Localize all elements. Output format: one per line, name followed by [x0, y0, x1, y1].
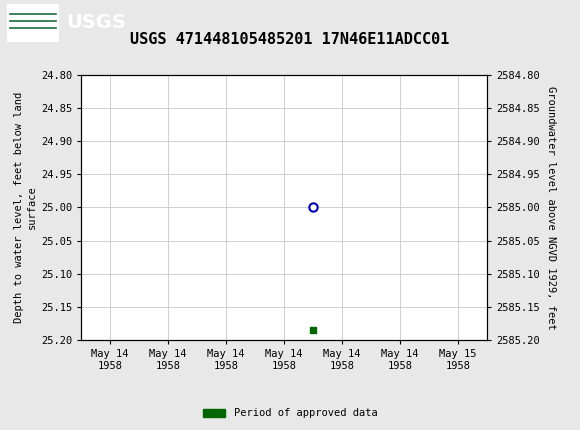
- Text: USGS 471448105485201 17N46E11ADCC01: USGS 471448105485201 17N46E11ADCC01: [130, 32, 450, 47]
- Text: USGS: USGS: [66, 13, 126, 32]
- Bar: [7, 3, 59, 42]
- Legend: Period of approved data: Period of approved data: [198, 404, 382, 423]
- Y-axis label: Depth to water level, feet below land
surface: Depth to water level, feet below land su…: [13, 92, 37, 323]
- Y-axis label: Groundwater level above NGVD 1929, feet: Groundwater level above NGVD 1929, feet: [546, 86, 556, 329]
